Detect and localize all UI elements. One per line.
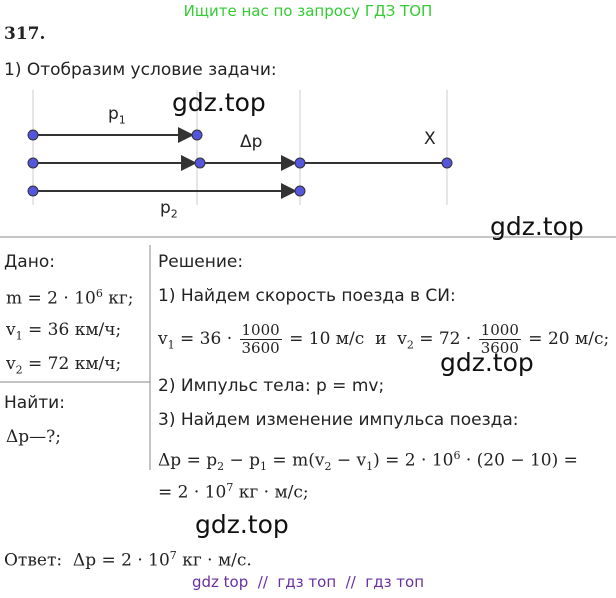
text: = 36 · bbox=[174, 329, 238, 349]
subscript: 2 bbox=[15, 363, 23, 377]
denominator: 3600 bbox=[478, 339, 521, 357]
formula-line: m = 2 · 106 кг; bbox=[6, 288, 134, 308]
text: − p bbox=[224, 450, 261, 471]
numerator: 1000 bbox=[480, 321, 519, 339]
subscript: 1 bbox=[260, 460, 268, 474]
text: ) = 2 · 10 bbox=[373, 450, 454, 471]
text: Δp—?; bbox=[6, 427, 62, 447]
watermark: gdz.top bbox=[195, 510, 289, 539]
subscript: 1 bbox=[15, 329, 23, 343]
text: = 20 м/с; bbox=[522, 329, 610, 349]
text: = 36 км/ч; bbox=[22, 320, 122, 340]
watermark: gdz.top bbox=[172, 88, 266, 117]
text: m = 2 · 10 bbox=[6, 288, 96, 309]
superscript: 6 bbox=[95, 287, 103, 300]
watermark: gdz.top bbox=[440, 348, 534, 377]
text: Δp bbox=[240, 132, 263, 152]
formula-line: v1 = 36 · 1000 3600 = 10 м/с и v2 = 72 · … bbox=[158, 322, 609, 357]
formula-line: X bbox=[424, 131, 436, 148]
formula-line: Ответ: Δp = 2 · 107 кг · м/с. bbox=[4, 550, 252, 570]
formula-line: p1 bbox=[108, 104, 126, 127]
subscript: 1 bbox=[167, 338, 175, 352]
text: Ответ: Δp = 2 · 10 bbox=[4, 550, 170, 571]
banner: Ищите нас по запросу ГДЗ ТОП bbox=[183, 2, 433, 20]
formula-line: Δp—?; bbox=[6, 429, 61, 446]
text: p bbox=[160, 198, 171, 218]
subscript: 1 bbox=[118, 113, 126, 127]
text: 3) Найдем изменение импульса поезда: bbox=[158, 410, 519, 430]
superscript: 7 bbox=[169, 549, 177, 562]
subscript: 2 bbox=[406, 338, 414, 352]
text: 2) Импульс тела: p = mv; bbox=[158, 376, 385, 396]
find-title: Найти: bbox=[4, 393, 65, 413]
step: 1) Отобразим условие задачи: bbox=[4, 60, 277, 80]
text: v bbox=[6, 354, 16, 374]
text: = 72 · bbox=[413, 329, 477, 349]
denominator: 3600 bbox=[239, 339, 282, 357]
text: кг; bbox=[102, 288, 134, 309]
text: кг · м/с. bbox=[176, 550, 252, 571]
text: Δp = p bbox=[158, 450, 218, 471]
text: = 2 · 10 bbox=[158, 482, 227, 503]
text: v bbox=[6, 320, 16, 340]
text: кг · м/с; bbox=[233, 482, 309, 503]
text: 1) Найдем скорость поезда в СИ: bbox=[158, 286, 456, 306]
problem-number: 317. bbox=[4, 24, 46, 44]
text: p bbox=[108, 104, 119, 124]
superscript: 6 bbox=[453, 449, 461, 462]
text: v bbox=[158, 329, 168, 349]
text: = m(v bbox=[267, 450, 325, 471]
formula-line: p2 bbox=[160, 198, 178, 221]
text: = 10 м/с и v bbox=[283, 329, 407, 349]
text: − v bbox=[331, 450, 367, 471]
formula-line: Δp = p2 − p1 = m(v2 − v1) = 2 · 106 · (2… bbox=[158, 450, 578, 472]
formula-line: Δp bbox=[240, 134, 262, 151]
vectors bbox=[33, 127, 447, 199]
superscript: 7 bbox=[226, 481, 234, 494]
given-title: Дано: bbox=[4, 252, 55, 272]
subscript: 2 bbox=[170, 207, 178, 221]
formula-line: 3) Найдем изменение импульса поезда: bbox=[158, 412, 519, 429]
subscript: 2 bbox=[324, 460, 332, 474]
fraction: 1000 3600 bbox=[478, 321, 521, 357]
solution-title: Решение: bbox=[158, 252, 244, 272]
subscript: 1 bbox=[366, 460, 374, 474]
text: · (20 − 10) = bbox=[460, 450, 578, 471]
diagram bbox=[0, 90, 616, 238]
text: X bbox=[424, 129, 436, 149]
formula-line: = 2 · 107 кг · м/с; bbox=[158, 482, 309, 502]
text: = 72 км/ч; bbox=[22, 354, 122, 374]
numerator: 1000 bbox=[241, 321, 280, 339]
points bbox=[27, 129, 453, 197]
watermark: gdz.top bbox=[490, 212, 584, 241]
formula-line: 1) Найдем скорость поезда в СИ: bbox=[158, 288, 456, 305]
footer: gdz top // гдз топ // гдз топ bbox=[191, 573, 425, 591]
formula-line: v1 = 36 км/ч; bbox=[6, 320, 122, 343]
fraction: 1000 3600 bbox=[239, 321, 282, 357]
formula-line: v2 = 72 км/ч; bbox=[6, 354, 122, 377]
subscript: 2 bbox=[217, 460, 225, 474]
formula-line: 2) Импульс тела: p = mv; bbox=[158, 378, 384, 395]
